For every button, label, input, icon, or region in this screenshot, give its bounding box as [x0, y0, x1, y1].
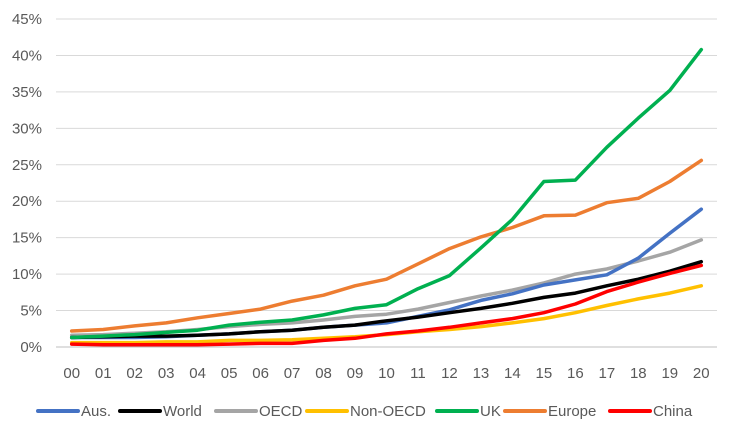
- legend-label: Non-OECD: [350, 403, 426, 420]
- legend-item: Aus.: [36, 403, 111, 420]
- series-line-aus: [69, 207, 704, 340]
- y-tick-label: 45%: [12, 11, 42, 28]
- legend-label: World: [163, 403, 202, 420]
- x-tick-label: 12: [441, 365, 458, 382]
- x-tick-label: 17: [598, 365, 615, 382]
- y-tick-label: 25%: [12, 157, 42, 174]
- legend-label: OECD: [259, 403, 303, 420]
- x-tick-label: 18: [630, 365, 647, 382]
- gridlines: [56, 18, 717, 348]
- x-tick-label: 00: [63, 365, 80, 382]
- series-line-europe: [69, 158, 704, 333]
- x-tick-label: 08: [315, 365, 332, 382]
- x-tick-label: 09: [347, 365, 364, 382]
- x-tick-label: 07: [284, 365, 301, 382]
- legend-item: OECD: [214, 403, 303, 420]
- x-tick-label: 01: [95, 365, 112, 382]
- series-line-uk: [69, 47, 704, 340]
- legend-item: World: [118, 403, 202, 420]
- y-tick-label: 20%: [12, 193, 42, 210]
- x-tick-label: 13: [473, 365, 490, 382]
- y-tick-label: 5%: [20, 303, 42, 320]
- x-tick-label: 06: [252, 365, 269, 382]
- y-tick-label: 30%: [12, 120, 42, 137]
- x-tick-label: 02: [126, 365, 143, 382]
- x-tick-label: 20: [693, 365, 710, 382]
- x-tick-label: 04: [189, 365, 206, 382]
- legend-item: Non-OECD: [305, 403, 426, 420]
- x-tick-label: 19: [661, 365, 678, 382]
- x-tick-label: 05: [221, 365, 238, 382]
- series-line-world: [69, 259, 704, 340]
- series-line-china: [69, 263, 704, 347]
- legend-label: Europe: [548, 403, 596, 420]
- x-tick-label: 14: [504, 365, 521, 382]
- x-tick-label: 15: [536, 365, 553, 382]
- x-tick-label: 11: [410, 365, 426, 382]
- legend-item: UK: [435, 403, 501, 420]
- legend: Aus. World OECD Non-OECD UK Europe China: [36, 403, 693, 420]
- legend-item: China: [608, 403, 693, 420]
- y-tick-label: 15%: [12, 230, 42, 247]
- x-tick-label: 16: [567, 365, 584, 382]
- x-tick-label: 10: [378, 365, 395, 382]
- y-tick-label: 0%: [20, 339, 42, 356]
- series-lines: [69, 47, 704, 347]
- axes: 0% 5% 10% 15% 20% 25% 30% 35% 40% 45% 00 01 02 03 04 05…: [12, 11, 710, 382]
- x-tick-label: 03: [158, 365, 175, 382]
- y-tick-label: 40%: [12, 47, 42, 64]
- legend-label: Aus.: [81, 403, 111, 420]
- legend-item: Europe: [503, 403, 596, 420]
- legend-label: China: [653, 403, 693, 420]
- y-tick-label: 10%: [12, 266, 42, 283]
- y-tick-label: 35%: [12, 84, 42, 101]
- legend-label: UK: [480, 403, 501, 420]
